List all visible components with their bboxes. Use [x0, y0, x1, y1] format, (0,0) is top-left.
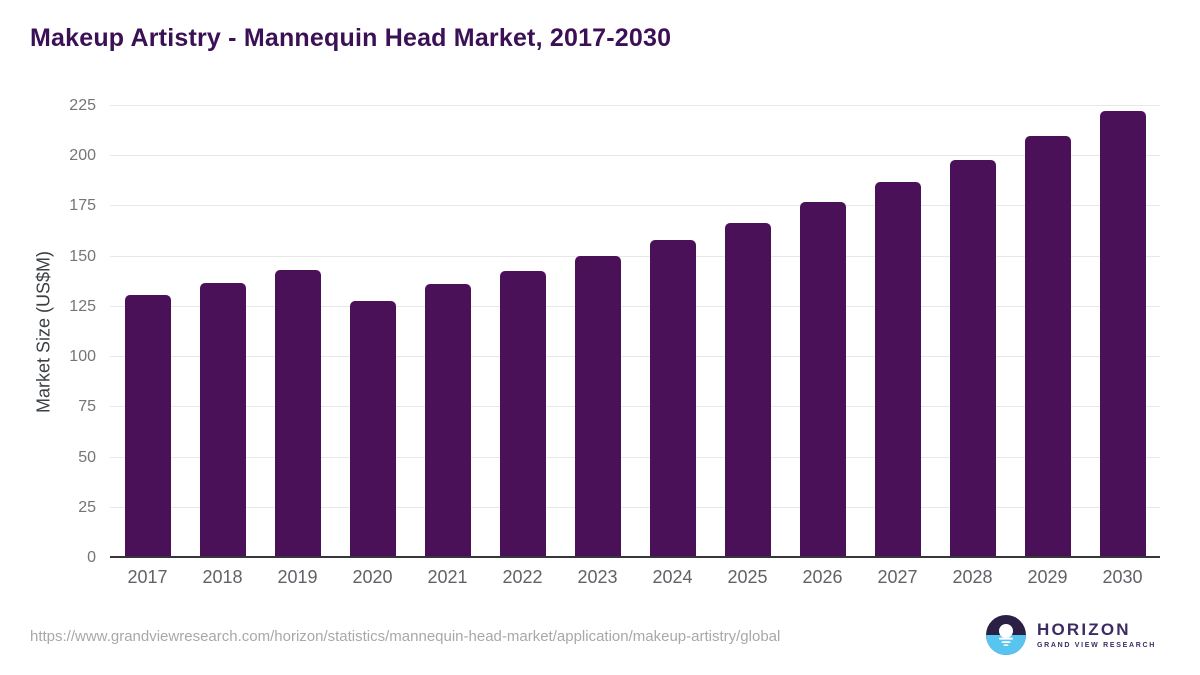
- x-tick-label-2018: 2018: [202, 567, 243, 587]
- bar-2028: [949, 160, 996, 558]
- bar-2017: [124, 294, 171, 558]
- bar-2019: [274, 269, 321, 558]
- gridline-200: [110, 155, 1160, 157]
- x-axis-line: [110, 556, 1160, 558]
- plot-area: [110, 105, 1160, 558]
- bar-series: [110, 106, 1160, 558]
- horizon-sunset-circle-icon: [985, 615, 1026, 655]
- y-tick-label-200: 200: [69, 147, 96, 165]
- bar-slot-2027: [860, 106, 935, 558]
- x-tick-label-2030: 2030: [1102, 567, 1143, 587]
- gridline-225: [110, 105, 1160, 106]
- bar-slot-2025: [710, 106, 785, 558]
- bar-2030: [1099, 111, 1146, 558]
- logo-title: HORIZON: [1036, 620, 1131, 639]
- y-tick-label-225: 225: [69, 97, 96, 114]
- gridline-25: [110, 506, 1160, 508]
- bar-2020: [349, 300, 396, 558]
- bar-slot-2022: [485, 106, 560, 558]
- x-tick-label-2028: 2028: [952, 567, 993, 587]
- bar-slot-2028: [935, 106, 1010, 558]
- bar-slot-2023: [560, 106, 635, 558]
- bar-2029: [1024, 136, 1071, 558]
- gridline-125: [110, 305, 1160, 307]
- gridline-50: [110, 456, 1160, 458]
- bar-slot-2017: [110, 106, 185, 558]
- x-axis-tick-labels: 2017 2018 2019 2020 2021 2022 2023 2024 2025 2026…: [110, 567, 1160, 588]
- y-axis-tick-labels: 0 25 50 75 100 125 150 175 200 225: [0, 97, 96, 566]
- x-tick-label-2027: 2027: [877, 567, 918, 587]
- y-tick-label-175: 175: [69, 197, 96, 215]
- bar-2018: [199, 282, 246, 558]
- y-tick-label-100: 100: [69, 348, 96, 366]
- bar-slot-2020: [335, 106, 410, 558]
- x-tick-label-2026: 2026: [802, 567, 843, 587]
- x-tick-label-2025: 2025: [727, 567, 768, 587]
- bar-slot-2029: [1010, 106, 1085, 558]
- gridline-100: [110, 356, 1160, 358]
- source-url: https://www.grandviewresearch.com/horizo…: [30, 628, 781, 645]
- logo-subtitle: GRAND VIEW RESEARCH: [1036, 642, 1156, 649]
- y-tick-label-150: 150: [69, 247, 96, 265]
- x-tick-label-2020: 2020: [352, 567, 393, 587]
- bar-slot-2019: [260, 106, 335, 558]
- chart-title: Makeup Artistry - Mannequin Head Market,…: [30, 24, 672, 52]
- horizon-logo: HORIZON GRAND VIEW RESEARCH: [985, 615, 1156, 655]
- x-tick-label-2019: 2019: [277, 567, 318, 587]
- y-tick-label-0: 0: [87, 549, 96, 566]
- gridline-150: [110, 255, 1160, 257]
- bar-slot-2021: [410, 106, 485, 558]
- bar-slot-2026: [785, 106, 860, 558]
- y-tick-label-50: 50: [78, 448, 96, 466]
- x-tick-label-2029: 2029: [1027, 567, 1068, 587]
- bar-2027: [874, 182, 921, 558]
- x-tick-label-2022: 2022: [502, 567, 543, 587]
- bar-slot-2018: [185, 106, 260, 558]
- y-tick-label-25: 25: [78, 498, 96, 516]
- gridline-175: [110, 205, 1160, 207]
- x-tick-label-2017: 2017: [127, 567, 168, 587]
- bar-2024: [649, 239, 696, 558]
- bar-slot-2030: [1085, 106, 1160, 558]
- bar-2026: [799, 202, 846, 558]
- bar-2023: [574, 255, 621, 558]
- x-tick-label-2024: 2024: [652, 567, 693, 587]
- bar-slot-2024: [635, 106, 710, 558]
- y-tick-label-75: 75: [78, 398, 96, 416]
- bar-2021: [424, 283, 471, 558]
- logo-text: HORIZON GRAND VIEW RESEARCH: [1037, 621, 1156, 649]
- y-tick-label-125: 125: [69, 297, 96, 315]
- bar-2025: [724, 222, 771, 558]
- gridline-75: [110, 406, 1160, 408]
- x-tick-label-2021: 2021: [427, 567, 468, 587]
- x-tick-label-2023: 2023: [577, 567, 618, 587]
- bar-2022: [499, 270, 546, 558]
